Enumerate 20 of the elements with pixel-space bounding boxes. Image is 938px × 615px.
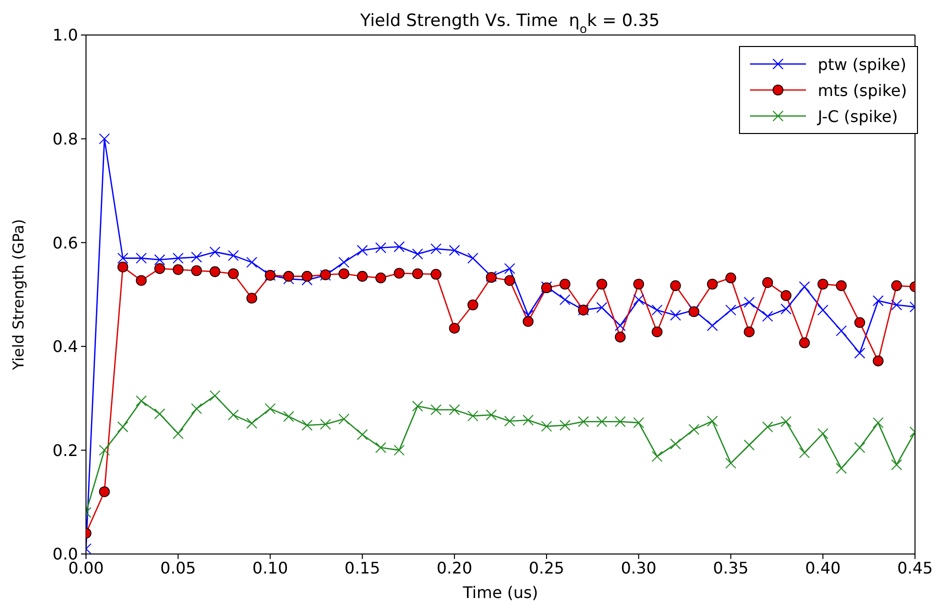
x-axis-title: Time (us) xyxy=(462,583,538,602)
x-tick-label: 0.20 xyxy=(436,558,472,578)
x-tick-label: 0.10 xyxy=(252,558,288,578)
y-tick-label: 1.0 xyxy=(52,26,78,45)
y-tick-label: 0.2 xyxy=(52,440,78,460)
legend-label: ptw (spike) xyxy=(818,54,906,74)
legend-label: mts (spike) xyxy=(818,80,907,100)
y-tick-label: 0.8 xyxy=(52,129,78,148)
y-tick-label: 0.6 xyxy=(52,233,78,252)
x-tick-label: 0.15 xyxy=(344,558,380,578)
x-tick-label: 0.45 xyxy=(897,558,933,578)
x-tick-label: 0.05 xyxy=(160,558,196,578)
y-axis-title: Yield Strength (GPa) xyxy=(9,218,28,372)
legend-label: J-C (spike) xyxy=(818,106,898,126)
x-tick-label: 0.25 xyxy=(528,558,564,578)
x-tick-label: 0.40 xyxy=(805,558,841,578)
x-tick-label: 0.30 xyxy=(620,558,656,578)
x-tick-label: 0.35 xyxy=(712,558,749,578)
y-tick-label: 0.4 xyxy=(52,337,78,356)
chart-title: Yield Strength Vs. Time η$_{o}$k = 0.35 xyxy=(359,11,660,36)
